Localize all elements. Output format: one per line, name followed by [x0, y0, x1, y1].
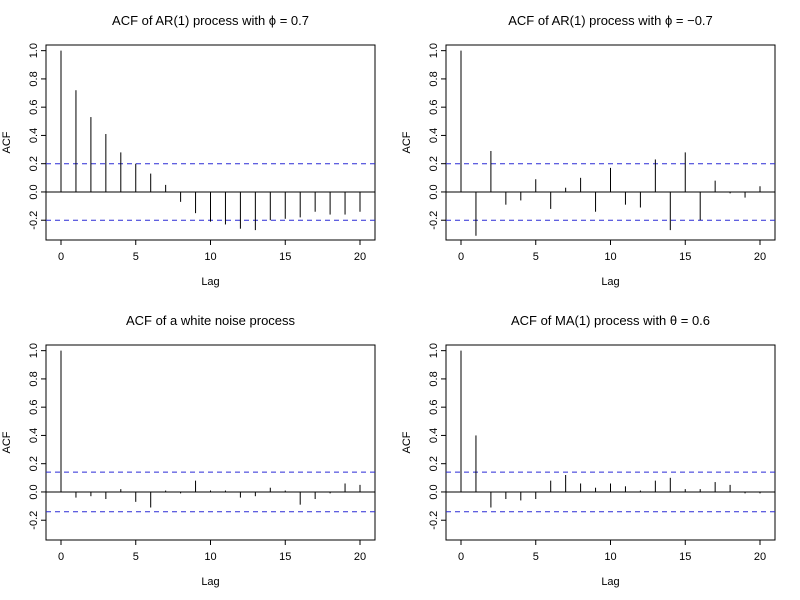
- y-tick-label: 0.8: [28, 71, 40, 86]
- y-tick-label: 0.2: [428, 156, 440, 171]
- y-axis-label: ACF: [401, 431, 413, 453]
- y-tick-label: 0.2: [28, 156, 40, 171]
- y-tick-label: 1.0: [428, 343, 440, 358]
- x-tick-label: 5: [133, 551, 139, 563]
- x-tick-label: 15: [279, 551, 291, 563]
- x-tick-label: 0: [458, 251, 464, 263]
- y-tick-label: -0.2: [28, 211, 40, 230]
- x-axis-label: Lag: [601, 276, 619, 288]
- x-tick-label: 5: [533, 551, 539, 563]
- y-tick-label: -0.2: [28, 511, 40, 530]
- y-tick-label: 0.8: [28, 371, 40, 386]
- plot-frame: [445, 44, 776, 241]
- acf-panel-1: ACF of AR(1) process with ϕ = 0.7 -0.2 0.0…: [1, 13, 376, 288]
- x-tick-label: 0: [458, 551, 464, 563]
- y-tick-label: 0.2: [428, 456, 440, 471]
- acf-panel-2: ACF of AR(1) process with ϕ = −0.7 -0.2 0.…: [401, 13, 776, 288]
- chart-title: ACF of MA(1) process with θ = 0.6: [511, 313, 710, 328]
- chart-title: ACF of AR(1) process with ϕ = −0.7: [508, 13, 713, 28]
- x-axis-label: Lag: [201, 576, 219, 588]
- y-tick-label: 0.4: [428, 128, 440, 143]
- y-tick-label: 0.6: [28, 100, 40, 115]
- x-tick-label: 10: [204, 251, 216, 263]
- y-axis-label: ACF: [1, 131, 13, 153]
- chart-title: ACF of AR(1) process with ϕ = 0.7: [112, 13, 309, 28]
- x-tick-label: 5: [133, 251, 139, 263]
- x-tick-label: 15: [279, 251, 291, 263]
- y-axis-label: ACF: [1, 431, 13, 453]
- y-tick-label: 0.4: [28, 128, 40, 143]
- x-tick-label: 0: [58, 551, 64, 563]
- x-tick-label: 10: [604, 251, 616, 263]
- y-tick-label: 1.0: [28, 43, 40, 58]
- x-tick-label: 20: [754, 551, 766, 563]
- y-tick-label: 0.0: [28, 184, 40, 199]
- x-axis-label: Lag: [201, 276, 219, 288]
- y-tick-label: 1.0: [28, 343, 40, 358]
- x-tick-label: 15: [679, 551, 691, 563]
- x-tick-label: 20: [354, 551, 366, 563]
- y-tick-label: 0.4: [28, 428, 40, 443]
- x-tick-label: 15: [679, 251, 691, 263]
- y-tick-label: 0.0: [428, 484, 440, 499]
- acf-panel-4: ACF of MA(1) process with θ = 0.6 -0.2 0.0…: [401, 313, 776, 588]
- y-tick-label: 0.0: [428, 184, 440, 199]
- x-tick-label: 0: [58, 251, 64, 263]
- acf-panel-3: ACF of a white noise process -0.2 0.0 0.2 0.…: [1, 313, 376, 588]
- x-tick-label: 5: [533, 251, 539, 263]
- x-tick-label: 10: [604, 551, 616, 563]
- y-tick-label: -0.2: [428, 511, 440, 530]
- y-tick-label: 0.6: [28, 400, 40, 415]
- y-tick-label: 0.4: [428, 428, 440, 443]
- plot-frame: [45, 344, 376, 541]
- plot-frame: [445, 344, 776, 541]
- x-tick-label: 20: [754, 251, 766, 263]
- y-tick-label: 0.6: [428, 100, 440, 115]
- y-axis-label: ACF: [401, 131, 413, 153]
- y-tick-label: 0.8: [428, 371, 440, 386]
- x-tick-label: 10: [204, 551, 216, 563]
- x-tick-label: 20: [354, 251, 366, 263]
- y-tick-label: 0.0: [28, 484, 40, 499]
- chart-title: ACF of a white noise process: [126, 313, 296, 328]
- y-tick-label: 1.0: [428, 43, 440, 58]
- y-tick-label: 0.6: [428, 400, 440, 415]
- y-tick-label: -0.2: [428, 211, 440, 230]
- x-axis-label: Lag: [601, 576, 619, 588]
- y-tick-label: 0.2: [28, 456, 40, 471]
- y-tick-label: 0.8: [428, 71, 440, 86]
